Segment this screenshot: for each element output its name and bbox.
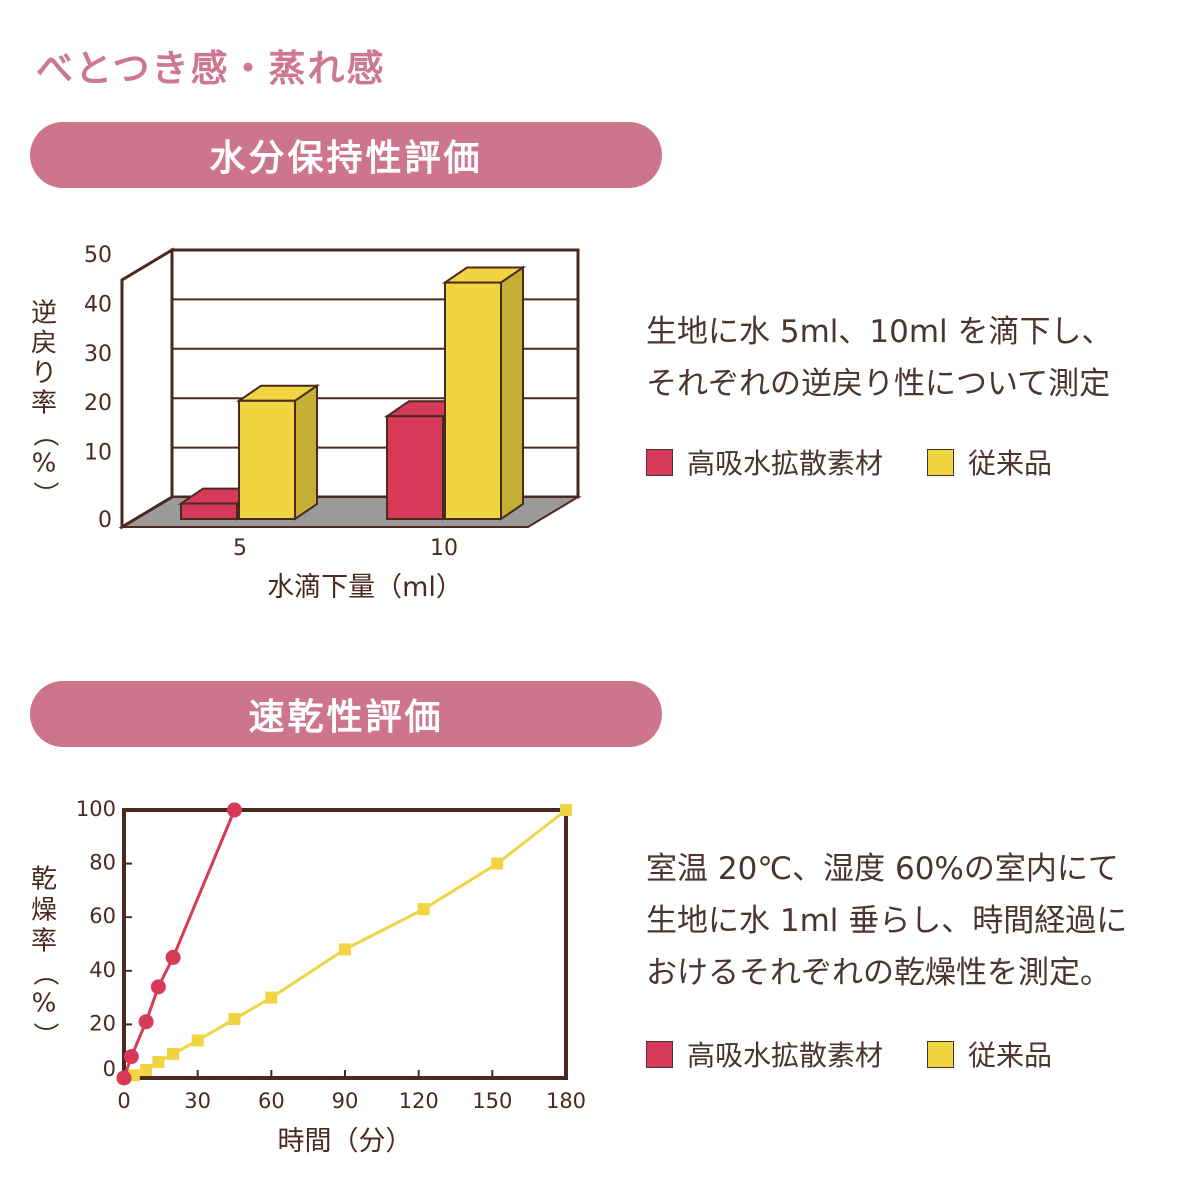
data-point-series-a [138, 1014, 154, 1030]
svg-text:%: % [32, 989, 57, 1019]
moisture-description-line-2: それぞれの逆戻り性について測定 [646, 366, 1111, 402]
y-tick-label: 10 [84, 441, 112, 466]
x-tick-label: 30 [184, 1089, 211, 1113]
y-tick-label: 80 [89, 851, 116, 875]
y-tick-label: 20 [84, 391, 112, 416]
legend-item-series-b: 従来品 [927, 1034, 1052, 1074]
y-tick-label: 0 [98, 508, 112, 533]
svg-text:戻: 戻 [31, 329, 57, 359]
x-tick-label: 60 [258, 1089, 285, 1113]
data-point-series-b [152, 1055, 165, 1068]
moisture-legend: 高吸水拡散素材 従来品 [646, 442, 1096, 482]
legend-item-series-a: 高吸水拡散素材 [646, 442, 883, 482]
quickdry-description-line-3: おけるそれぞれの乾燥性を測定。 [646, 955, 1111, 991]
legend-swatch-red [646, 448, 673, 476]
section-banner-moisture: 水分保持性評価 [30, 122, 662, 188]
quickdry-legend: 高吸水拡散素材 従来品 [646, 1034, 1096, 1074]
data-point-series-b [339, 943, 351, 956]
data-point-series-a [116, 1070, 132, 1086]
legend-swatch-yellow [927, 1040, 955, 1068]
x-tick-label: 0 [117, 1089, 130, 1113]
legend-label: 高吸水拡散素材 [687, 1039, 884, 1072]
quickdry-line-chart: 0 20 40 60 80 100 0 30 60 90 120 150 180 時間（分） 乾燥率 （% ） [30, 797, 587, 1157]
legend-item-series-a: 高吸水拡散素材 [646, 1034, 883, 1074]
y-tick-label: 100 [76, 797, 116, 821]
svg-text:乾: 乾 [31, 865, 57, 895]
x-tick-label: 5 [233, 536, 247, 561]
svg-text:（: （ [30, 421, 60, 447]
bar-series-b-10 [441, 265, 527, 521]
data-point-series-a [150, 979, 166, 995]
data-point-series-b [560, 804, 572, 816]
legend-swatch-yellow [927, 448, 955, 476]
quickdry-description-line-2: 生地に水 1ml 垂らし、時間経過に [646, 903, 1128, 939]
legend-item-series-b: 従来品 [927, 442, 1052, 482]
y-tick-label: 50 [84, 243, 112, 268]
data-point-series-b [491, 857, 504, 870]
legend-label: 高吸水拡散素材 [687, 447, 884, 480]
bar-series-b-5 [235, 383, 321, 521]
data-point-series-a [165, 949, 181, 965]
quickdry-description-line-1: 室温 20℃、湿度 60%の室内にて [646, 851, 1119, 887]
data-point-series-b [140, 1063, 153, 1076]
section-banner-quickdry: 速乾性評価 [30, 681, 662, 747]
svg-text:率: 率 [31, 389, 57, 419]
y-tick-label: 60 [89, 904, 116, 928]
y-tick-label: 40 [89, 958, 116, 982]
svg-text:%: % [32, 449, 57, 479]
y-tick-label: 0 [103, 1057, 116, 1081]
chart-side-wall [120, 247, 174, 530]
moisture-description: 生地に水 5ml、10ml を滴下し、 それぞれの逆戻り性について測定 [646, 306, 1113, 410]
svg-text:）: ） [30, 481, 60, 507]
x-tick-label: 180 [546, 1089, 586, 1113]
legend-swatch-red [646, 1040, 673, 1068]
data-point-series-b [417, 903, 430, 916]
data-point-series-b [228, 1013, 241, 1026]
quickdry-description: 室温 20℃、湿度 60%の室内にて 生地に水 1ml 垂らし、時間経過に おけ… [646, 843, 1127, 999]
svg-text:（: （ [30, 960, 60, 986]
data-point-series-a [123, 1049, 139, 1065]
svg-text:逆: 逆 [31, 299, 57, 329]
svg-text:）: ） [30, 1022, 60, 1048]
data-point-series-b [191, 1034, 204, 1047]
x-tick-label: 10 [430, 536, 458, 561]
y-tick-label: 30 [84, 342, 112, 367]
page-title: べとつき感・蒸れ感 [36, 47, 386, 90]
svg-text:り: り [31, 359, 57, 389]
data-point-series-b [167, 1047, 180, 1060]
x-tick-label: 150 [472, 1089, 512, 1113]
data-point-series-b [265, 991, 278, 1004]
x-tick-label: 90 [332, 1089, 359, 1113]
y-tick-label: 40 [84, 292, 112, 317]
y-axis-label: 乾燥率 （% ） [30, 865, 60, 1049]
svg-text:燥: 燥 [31, 896, 57, 926]
svg-text:率: 率 [31, 927, 57, 957]
legend-label: 従来品 [968, 1039, 1053, 1072]
y-tick-label: 20 [89, 1011, 116, 1035]
data-point-series-a [227, 802, 242, 818]
legend-label: 従来品 [968, 447, 1053, 480]
x-tick-label: 120 [399, 1089, 439, 1113]
x-axis-label: 時間（分） [278, 1126, 413, 1157]
x-axis-label: 水滴下量（ml） [267, 572, 463, 603]
moisture-description-line-1: 生地に水 5ml、10ml を滴下し、 [646, 314, 1113, 350]
